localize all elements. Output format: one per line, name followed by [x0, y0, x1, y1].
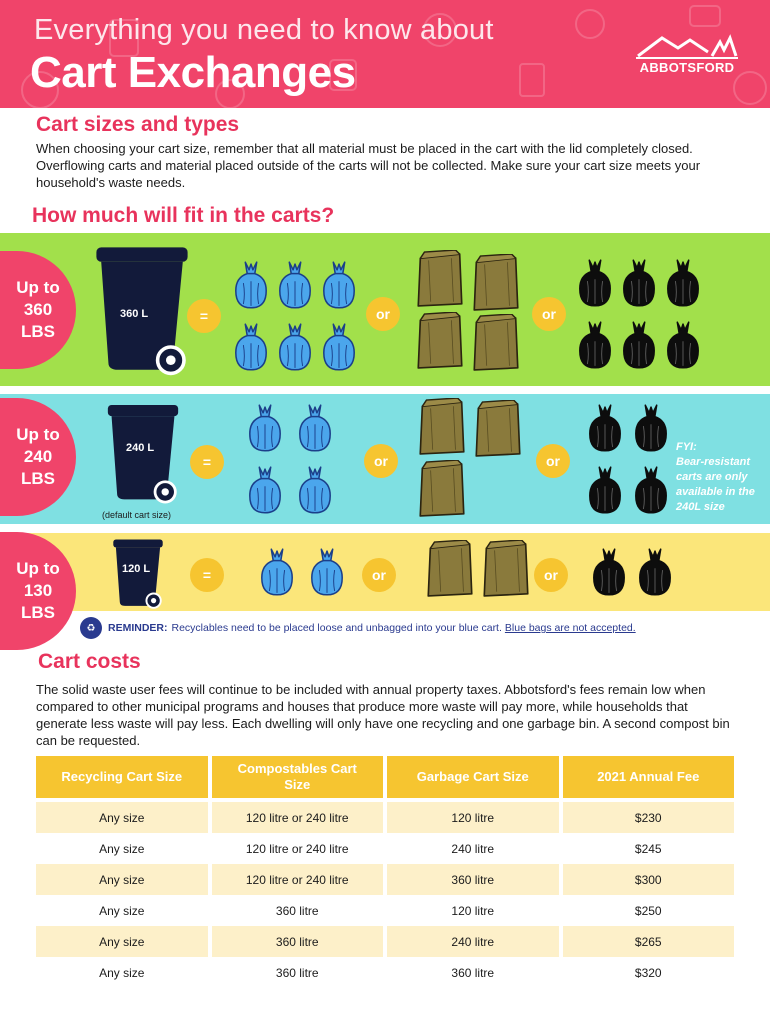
table-cell: $265 — [562, 926, 734, 957]
table-cell: Any size — [36, 864, 208, 895]
black-bags-120 — [590, 546, 676, 609]
waste-pattern-background — [21, 5, 767, 108]
reminder-underlined-text: Blue bags are not accepted. — [504, 622, 636, 634]
table-row: Any size 360 litre 360 litre $320 — [36, 957, 734, 988]
column-header: Recycling Cart Size — [36, 756, 208, 798]
section-heading-fit: How much will fit in the carts? — [32, 204, 335, 227]
or-sign: or — [532, 297, 566, 331]
table-cell: 360 litre — [275, 965, 319, 980]
table-row: Any size 120 litre or 240 litre 360 litr… — [36, 864, 734, 895]
cart-240-label: 240 L — [126, 442, 155, 454]
table-cell: Any size — [99, 841, 145, 856]
reminder-label: REMINDER: — [108, 622, 168, 634]
column-header: Garbage Cart Size — [387, 756, 559, 798]
table-cell: Any size — [36, 802, 208, 833]
table-cell: 360 litre — [211, 926, 383, 957]
table-cell: 240 litre — [387, 926, 559, 957]
default-cart-size-note: (default cart size) — [102, 510, 172, 520]
logo-wordmark: ABBOTSFORD — [639, 60, 735, 75]
table-cell: 360 litre — [275, 903, 319, 918]
table-cell: Any size — [99, 903, 145, 918]
cart-sizes-paragraph: When choosing your cart size, remember t… — [36, 141, 701, 190]
header-banner: Everything you need to know about Cart E… — [0, 0, 770, 108]
equals-sign: = — [190, 558, 224, 592]
table-cell: $230 — [562, 802, 734, 833]
reminder-note: ♻ REMINDER: Recyclables need to be place… — [80, 617, 636, 639]
page-title: Cart Exchanges — [30, 48, 356, 97]
equals-sign: = — [187, 299, 221, 333]
table-row: Any size 360 litre 240 litre $265 — [36, 926, 734, 957]
table-cell: 120 litre — [387, 802, 559, 833]
table-row: Any size 120 litre or 240 litre 240 litr… — [36, 833, 734, 864]
table-cell: 360 litre — [387, 864, 559, 895]
or-sign: or — [536, 444, 570, 478]
table-cell: 120 litre or 240 litre — [245, 841, 349, 856]
blue-bags-120 — [258, 546, 354, 609]
table-cell: $250 — [634, 903, 662, 918]
table-header: Recycling Cart Size Compostables Cart Si… — [36, 756, 734, 798]
table-cell: 120 litre — [451, 903, 495, 918]
table-cell: 120 litre or 240 litre — [211, 864, 383, 895]
column-header: 2021 Annual Fee — [562, 756, 734, 798]
table-cell: Any size — [36, 926, 208, 957]
section-heading-cart-sizes: Cart sizes and types — [36, 113, 240, 136]
section-heading-cart-costs: Cart costs — [38, 650, 141, 673]
header-subtitle: Everything you need to know about — [34, 14, 494, 46]
fyi-text: Bear-resistant carts are only available … — [676, 456, 755, 513]
fyi-note: FYI: Bear-resistant carts are only avail… — [676, 440, 770, 515]
table-cell: $245 — [634, 841, 662, 856]
table-cell: 120 litre or 240 litre — [211, 802, 383, 833]
table-cell: 240 litre — [451, 841, 495, 856]
or-sign: or — [362, 558, 396, 592]
yard-waste-bags-240 — [416, 398, 526, 527]
cart-120-label: 120 L — [122, 563, 151, 575]
blue-bags-360 — [232, 260, 358, 381]
equals-sign: = — [190, 445, 224, 479]
table-cell: $300 — [562, 864, 734, 895]
abbotsford-logo: ABBOTSFORD — [632, 30, 742, 78]
yard-waste-bags-360 — [414, 250, 524, 381]
table-cell: Any size — [99, 965, 145, 980]
table-cell: 360 litre — [451, 965, 495, 980]
mountain-logo-icon — [636, 34, 738, 59]
reminder-text: Recyclables need to be placed loose and … — [171, 622, 502, 634]
black-bags-240 — [586, 402, 672, 527]
blue-bags-240 — [246, 402, 342, 527]
table-cell: $320 — [634, 965, 662, 980]
table-row: Any size 120 litre or 240 litre 120 litr… — [36, 802, 734, 833]
yard-waste-bags-120 — [424, 540, 534, 607]
cart-240-icon — [106, 402, 180, 506]
cart-360-label: 360 L — [120, 308, 149, 320]
or-sign: or — [366, 297, 400, 331]
black-bags-360 — [576, 258, 702, 379]
fyi-title: FYI: — [676, 441, 697, 453]
column-header: Compostables Cart Size — [211, 756, 383, 798]
table-row: Any size 360 litre 120 litre $250 — [36, 895, 734, 926]
recycle-icon: ♻ — [80, 617, 102, 639]
fees-table: Recycling Cart Size Compostables Cart Si… — [36, 756, 734, 988]
cart-costs-paragraph: The solid waste user fees will continue … — [36, 682, 730, 748]
or-sign: or — [364, 444, 398, 478]
or-sign: or — [534, 558, 568, 592]
